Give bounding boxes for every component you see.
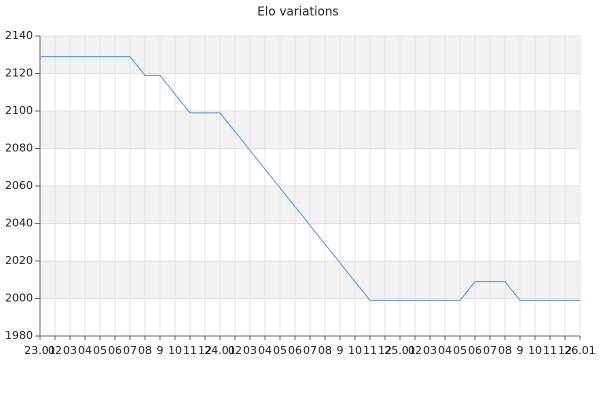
y-tick-label: 2020: [5, 254, 33, 267]
x-tick-label: 05: [273, 344, 287, 357]
y-tick-label: 2000: [5, 292, 33, 305]
x-tick-label: 10: [348, 344, 362, 357]
y-tick-label: 2060: [5, 179, 33, 192]
x-tick-label: 23.01: [24, 344, 56, 357]
x-tick-label: 12: [198, 344, 212, 357]
x-tick-label: 02: [48, 344, 62, 357]
x-tick-label: 03: [63, 344, 77, 357]
x-tick-label: 10: [168, 344, 182, 357]
chart-title: Elo variations: [257, 5, 338, 19]
y-tick-label: 2120: [5, 67, 33, 80]
y-tick-label: 2080: [5, 142, 33, 155]
x-tick-label: 9: [337, 344, 344, 357]
x-tick-label: 12: [558, 344, 572, 357]
x-tick-label: 26.01: [564, 344, 596, 357]
x-tick-label: 02: [408, 344, 422, 357]
x-tick-label: 07: [483, 344, 497, 357]
x-tick-label: 24.01: [204, 344, 236, 357]
x-tick-label: 9: [517, 344, 524, 357]
x-tick-label: 08: [318, 344, 332, 357]
x-tick-label: 08: [138, 344, 152, 357]
x-tick-label: 04: [438, 344, 452, 357]
x-tick-label: 08: [498, 344, 512, 357]
y-tick-label: 2100: [5, 104, 33, 117]
x-tick-label: 07: [303, 344, 317, 357]
x-tick-label: 11: [543, 344, 557, 357]
x-tick-label: 11: [183, 344, 197, 357]
x-tick-label: 04: [78, 344, 92, 357]
x-tick-label: 11: [363, 344, 377, 357]
x-tick-label: 9: [157, 344, 164, 357]
x-tick-label: 10: [528, 344, 542, 357]
x-tick-label: 06: [288, 344, 302, 357]
x-tick-label: 02: [228, 344, 242, 357]
line: [40, 56, 580, 301]
x-tick-label: 03: [423, 344, 437, 357]
y-tick-label: 1980: [5, 329, 33, 342]
x-tick-label: 06: [468, 344, 482, 357]
x-tick-label: 05: [93, 344, 107, 357]
x-tick-label: 03: [243, 344, 257, 357]
y-tick-label: 2040: [5, 217, 33, 230]
y-tick-label: 2140: [5, 29, 33, 42]
x-tick-label: 05: [453, 344, 467, 357]
x-tick-label: 06: [108, 344, 122, 357]
x-tick-label: 25.01: [384, 344, 416, 357]
x-tick-label: 07: [123, 344, 137, 357]
x-tick-label: 04: [258, 344, 272, 357]
x-tick-label: 12: [378, 344, 392, 357]
